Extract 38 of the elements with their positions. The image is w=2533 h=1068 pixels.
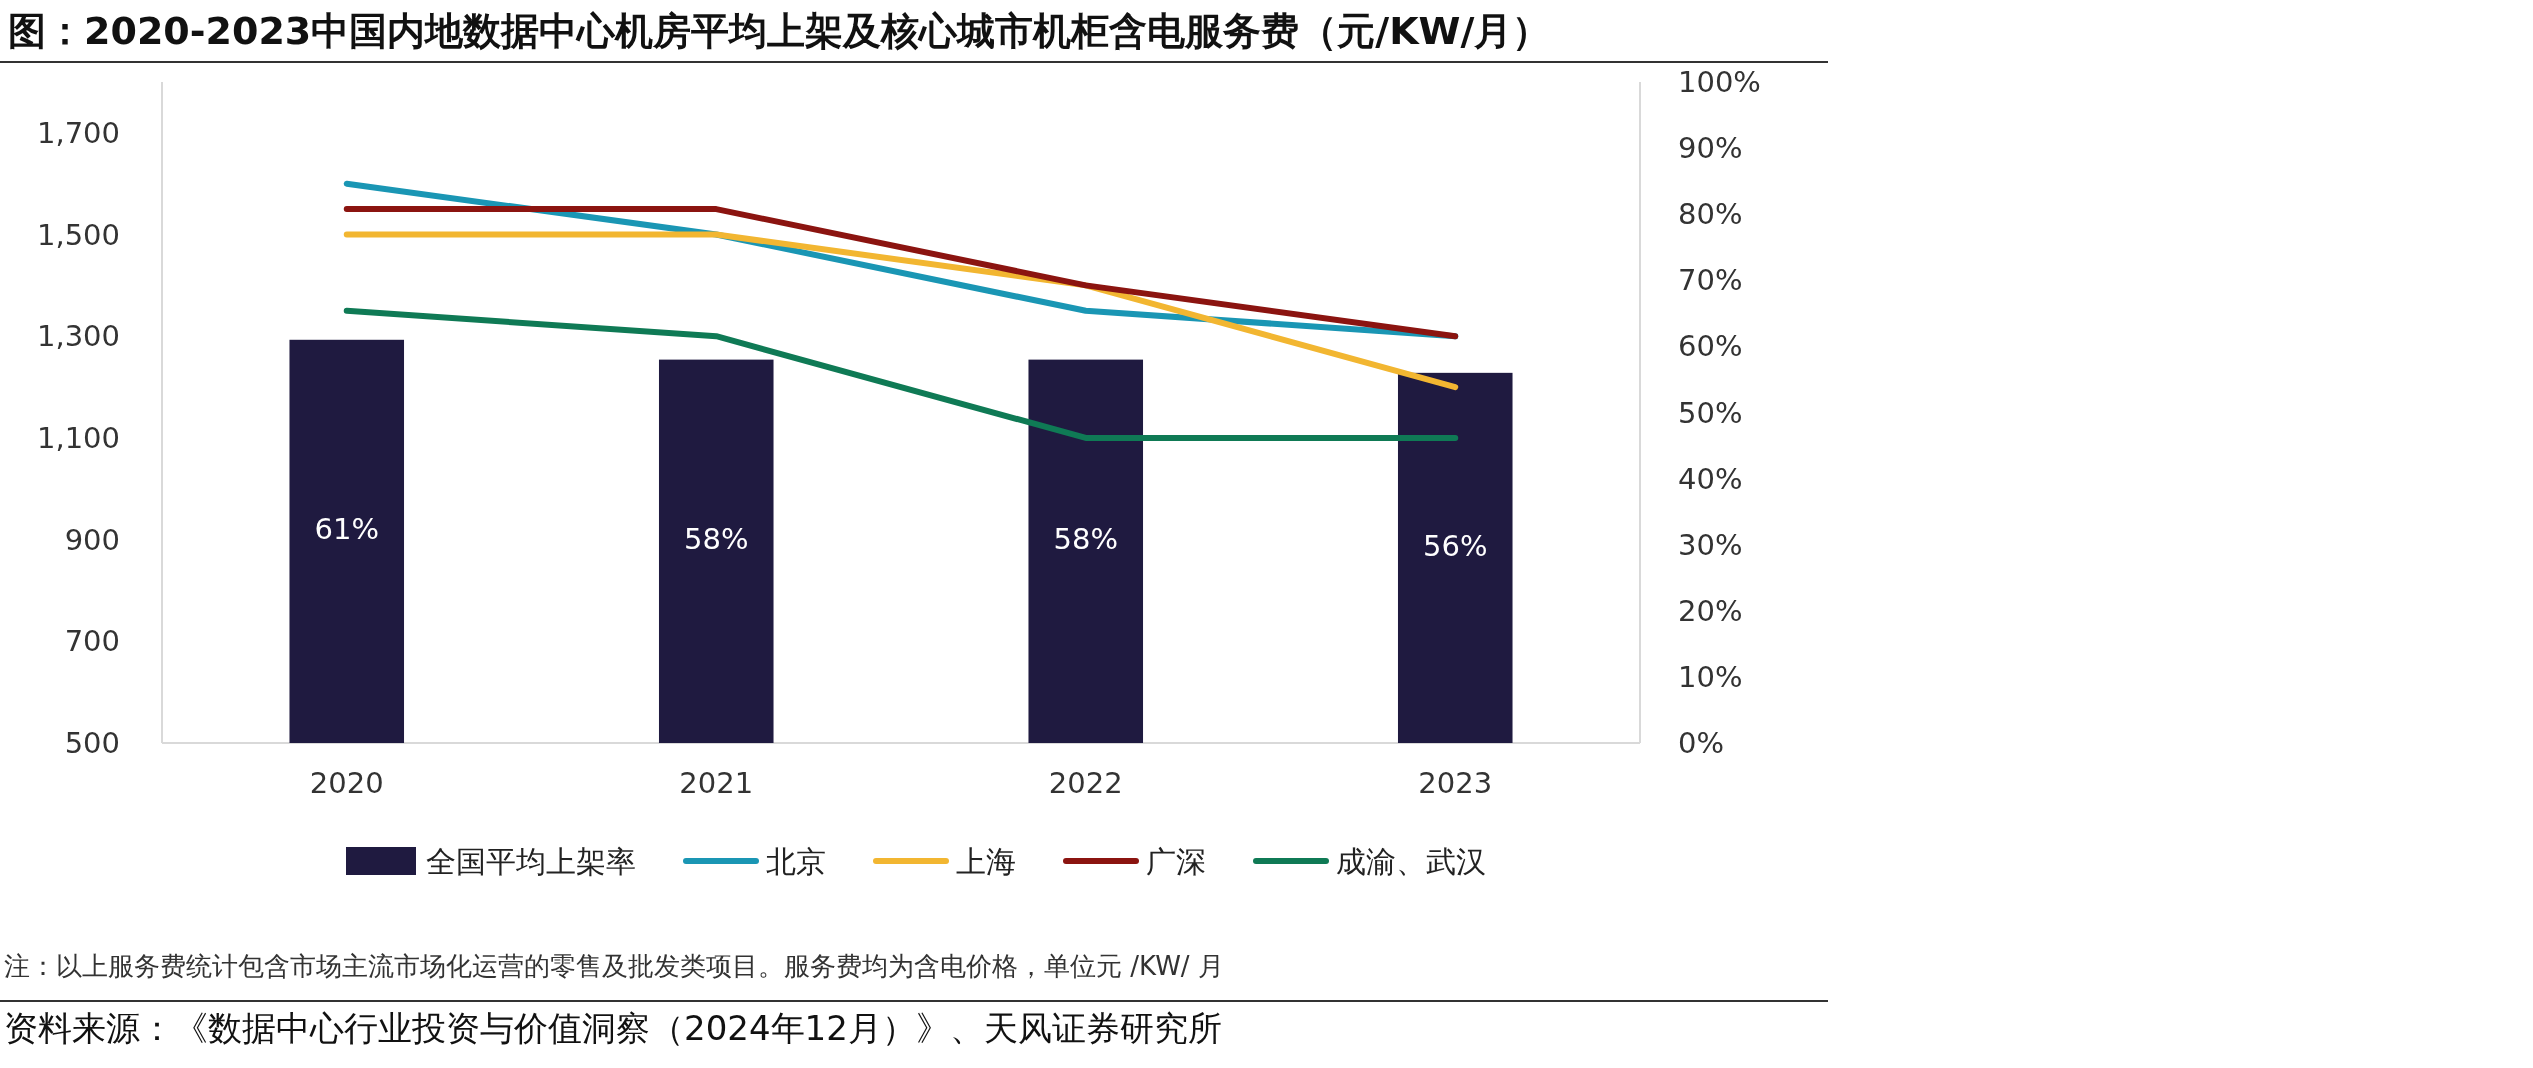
data-label: 56% — [1423, 528, 1488, 563]
data-label: 58% — [684, 522, 749, 557]
y-tick-label: 700 — [64, 624, 120, 659]
legend-label: 成渝、武汉 — [1336, 844, 1486, 879]
bar — [658, 359, 774, 743]
y2-tick-label: 10% — [1678, 659, 1743, 694]
y-tick-label: 1,100 — [36, 420, 120, 455]
legend-label: 全国平均上架率 — [426, 844, 636, 879]
y-tick-label: 900 — [64, 522, 120, 557]
bar — [1028, 359, 1144, 743]
y2-tick-label: 70% — [1678, 263, 1743, 298]
y2-tick-label: 40% — [1678, 461, 1743, 496]
x-tick-label: 2021 — [679, 766, 754, 800]
bar — [1397, 372, 1513, 743]
y2-tick-label: 80% — [1678, 197, 1743, 232]
y2-tick-label: 30% — [1678, 527, 1743, 562]
y2-tick-label: 20% — [1678, 593, 1743, 628]
y2-tick-label: 0% — [1678, 726, 1725, 760]
data-label: 58% — [1053, 522, 1118, 557]
y-tick-label: 500 — [64, 726, 120, 760]
legend-label: 广深 — [1146, 844, 1206, 879]
y-tick-label: 1,500 — [36, 217, 120, 252]
y-tick-label: 1,700 — [36, 115, 120, 150]
text: 资料来源：《数据中心行业投资与价值洞察（2024年12月）》、天风证券研究所 — [4, 1008, 1222, 1048]
bar — [289, 339, 405, 743]
text: 注：以上服务费统计包含市场主流市场化运营的零售及批发类项目。服务费均为含电价格，单位元 /KW/ 月 — [4, 951, 1224, 981]
y2-tick-label: 60% — [1678, 329, 1743, 364]
legend-label: 上海 — [956, 844, 1016, 879]
chart-title: 图：2020-2023中国内地数据中心机房平均上架及核心城市机柜含电服务费（元/KW/月） — [8, 9, 1551, 53]
y2-tick-label: 100% — [1678, 65, 1761, 99]
x-tick-label: 2023 — [1418, 766, 1493, 800]
legend-label: 北京 — [766, 844, 826, 879]
data-label: 61% — [314, 512, 379, 547]
x-tick-label: 2020 — [309, 766, 384, 800]
y2-tick-label: 90% — [1678, 131, 1743, 166]
x-tick-label: 2022 — [1048, 766, 1123, 800]
y-tick-label: 1,300 — [36, 319, 120, 354]
y2-tick-label: 50% — [1678, 395, 1743, 430]
